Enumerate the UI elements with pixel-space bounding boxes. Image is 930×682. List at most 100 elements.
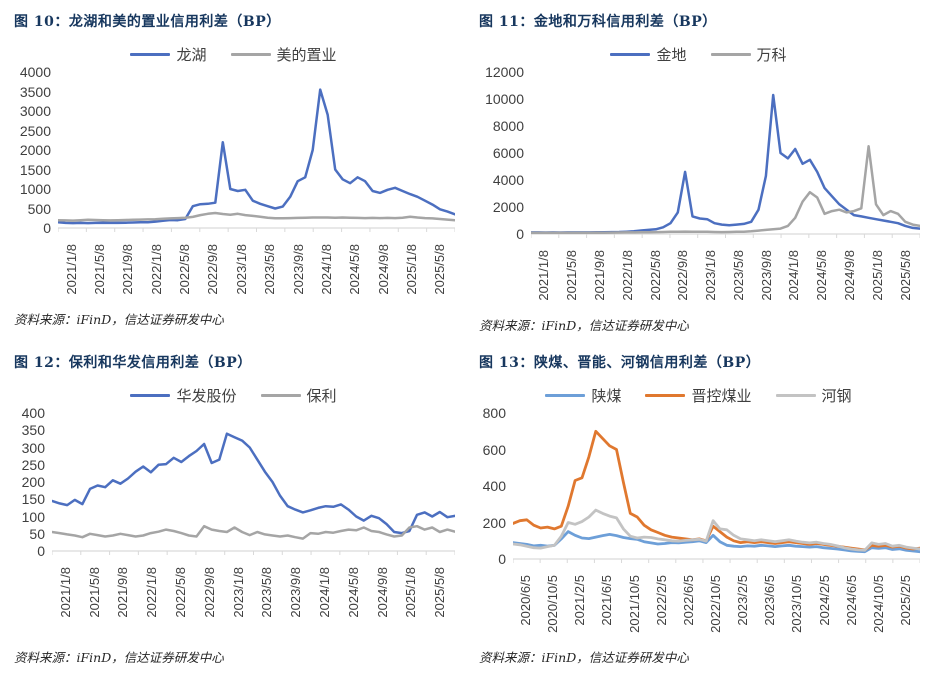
x-axis-label: 2021/5/8: [92, 244, 108, 295]
legend-line-swatch: [130, 393, 171, 397]
legend-label: 龙湖: [176, 46, 207, 64]
x-axis-label: 2022/1/8: [148, 244, 164, 295]
y-axis-label: 12000: [485, 64, 524, 80]
y-axis-label: 1000: [19, 181, 51, 197]
legend-item-0: 陕煤: [545, 385, 621, 406]
series-line-1: [56, 211, 457, 222]
x-axis-label: 2020/6/5: [518, 575, 534, 626]
x-axis-labels: 2021/1/8 2021/5/8 2021/9/8 2022/1/8 2022/5/8…: [52, 562, 455, 632]
legend-label: 美的置业: [276, 46, 337, 64]
y-axis-label: 800: [482, 405, 506, 421]
y-axis-label: 50: [29, 525, 45, 542]
x-axis-label: 2021/5/8: [564, 250, 580, 301]
x-axis: 2020/6/5 2020/10/5 2021/2/5 2021/6/5 2021/10…: [477, 570, 920, 640]
x-axis-label: 2024/1/8: [316, 567, 332, 618]
x-axis-spacer: [12, 562, 52, 632]
x-axis-label: 2021/6/5: [599, 575, 615, 626]
x-axis-label: 2021/9/8: [591, 250, 607, 301]
x-axis-label: 2021/1/8: [57, 567, 73, 618]
y-axis-label: 2500: [19, 122, 51, 139]
legend-label: 金地: [656, 46, 687, 64]
x-axis-labels: 2021/1/8 2021/5/8 2021/9/8 2022/1/8 2022/5/8…: [58, 239, 455, 309]
x-axis-label: 2022/10/5: [708, 575, 723, 633]
chart-area: 4000 3500 3000 2500 2000 1500 1000 500 0: [12, 65, 457, 239]
series-line-1: [511, 429, 922, 552]
line-chart-canvas: [511, 429, 922, 563]
x-axis-label: 2021/2/5: [572, 575, 588, 626]
x-axis-label: 2024/6/5: [843, 575, 859, 626]
x-axis-label: 2025/1/8: [869, 250, 885, 301]
x-axis-label: 2024/5/8: [814, 250, 830, 301]
plot-region: [56, 72, 457, 239]
x-axis-label: 2022/2/5: [653, 575, 669, 626]
x-axis-label: 2022/6/5: [680, 575, 696, 626]
x-axis-label: 2022/5/8: [647, 250, 663, 301]
chart-title: 图 11：金地和万科信用利差（BP）: [479, 14, 717, 30]
x-axis-label: 2023/1/8: [703, 250, 719, 301]
y-axis-label: 500: [27, 200, 51, 217]
x-axis: 2021/1/8 2021/5/8 2021/9/8 2022/1/8 2022/5/8…: [12, 562, 455, 632]
x-axis-spacer: [477, 570, 513, 640]
y-axis-label: 0: [498, 551, 506, 567]
x-axis-spacer: [12, 239, 58, 309]
y-axis-label: 2000: [492, 199, 524, 215]
source-note: 资料来源：iFinD，信达证券研发中心: [14, 650, 224, 665]
x-axis-label: 2020/10/5: [545, 575, 561, 633]
source-note: 资料来源：iFinD，信达证券研发中心: [14, 312, 224, 327]
x-axis-label: 2023/9/8: [290, 244, 306, 295]
x-axis-label: 2022/5/8: [173, 567, 189, 618]
chart-title: 图 13：陕煤、晋能、河钢信用利差（BP）: [479, 355, 761, 371]
x-axis: 2021/1/8 2021/5/8 2021/9/8 2022/1/8 2022/5/8…: [12, 239, 455, 309]
y-axis-label: 100: [21, 508, 45, 525]
x-axis-label: 2023/5/8: [730, 250, 746, 301]
line-chart-canvas: [56, 88, 457, 232]
x-axis-label: 2022/9/8: [675, 250, 691, 301]
y-axis: 800 600 400 200 0: [477, 406, 513, 566]
legend-line-swatch: [775, 393, 816, 397]
plot-region: [50, 413, 457, 562]
x-axis-label: 2024/5/8: [345, 567, 361, 618]
x-axis-label: 2022/9/8: [205, 244, 221, 295]
figure-panel-12: 图 12：保利和华发信用利差（BP） 华发股份 保利 400 350 300 250 20…: [0, 341, 465, 682]
series-line-1: [50, 524, 457, 540]
legend-line-swatch: [260, 393, 301, 397]
y-axis-label: 600: [482, 441, 506, 458]
x-axis-spacer: [477, 245, 531, 315]
chart-legend: 陕煤 晋控煤业 河钢: [477, 385, 920, 405]
x-axis-label: 2023/6/5: [762, 575, 778, 626]
x-axis-label: 2023/2/5: [735, 575, 751, 626]
y-axis-label: 1500: [19, 161, 51, 178]
x-axis-label: 2022/1/8: [619, 250, 635, 301]
x-axis-label: 2025/5/8: [432, 567, 448, 618]
x-axis-labels: 2021/1/8 2021/5/8 2021/9/8 2022/1/8 2022/5/8…: [531, 245, 920, 315]
x-axis: 2021/1/8 2021/5/8 2021/9/8 2022/1/8 2022/5/8…: [477, 245, 920, 315]
figure-panel-10: 图 10：龙湖和美的置业信用利差（BP） 龙湖 美的置业 4000 3500 3000…: [0, 0, 465, 341]
y-axis-label: 3500: [19, 83, 51, 100]
figure-panel-13: 图 13：陕煤、晋能、河钢信用利差（BP） 陕煤 晋控煤业 河钢 800 600 400…: [465, 341, 930, 682]
legend-item-0: 华发股份: [130, 385, 237, 406]
x-axis-label: 2021/9/8: [120, 244, 136, 295]
chart-area: 400 350 300 250 200 150 100 50 0: [12, 406, 457, 562]
chart-legend: 金地 万科: [477, 44, 920, 64]
x-axis-label: 2023/9/8: [758, 250, 774, 301]
x-axis-label: 2023/1/8: [233, 244, 249, 295]
source-note: 资料来源：iFinD，信达证券研发中心: [479, 318, 689, 333]
plot-region: [529, 72, 922, 245]
series-line-1: [529, 145, 922, 235]
x-axis-label: 2024/9/8: [375, 244, 391, 295]
x-axis-label: 2022/9/8: [201, 567, 217, 618]
x-axis-label: 2024/1/8: [786, 250, 802, 301]
legend-item-1: 美的置业: [230, 44, 337, 65]
x-axis-label: 2021/9/8: [115, 567, 131, 618]
y-axis-label: 0: [43, 220, 51, 236]
y-axis-label: 400: [21, 405, 45, 421]
legend-label: 河钢: [821, 387, 852, 405]
x-axis-label: 2024/9/8: [842, 250, 858, 301]
legend-line-swatch: [545, 393, 586, 397]
x-axis-label: 2024/5/8: [347, 244, 363, 295]
x-axis-label: 2024/1/8: [318, 244, 334, 295]
y-axis: 400 350 300 250 200 150 100 50 0: [12, 406, 52, 558]
x-axis-label: 2021/10/5: [626, 575, 642, 633]
legend-line-swatch: [230, 52, 271, 56]
legend-item-1: 保利: [260, 385, 337, 406]
